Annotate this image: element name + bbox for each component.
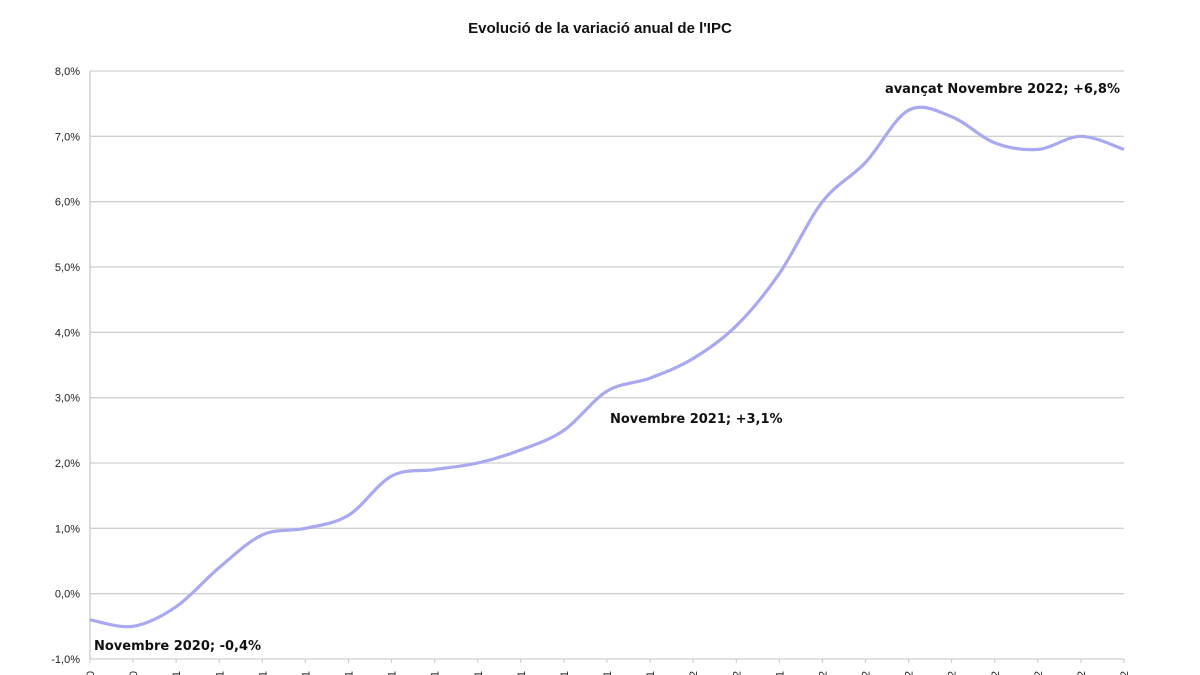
x-tick-label: 2 bbox=[947, 671, 959, 675]
x-tick-label: 1 bbox=[645, 671, 657, 675]
x-tick-label: 1 bbox=[602, 671, 614, 675]
x-tick-label: 1 bbox=[430, 671, 442, 675]
x-tick-label: 2 bbox=[861, 671, 873, 675]
x-tick-label: 1 bbox=[171, 671, 183, 675]
y-tick-label: 0,0% bbox=[55, 589, 80, 601]
y-tick-label: 2,0% bbox=[55, 458, 80, 470]
y-tick-label: 3,0% bbox=[55, 393, 80, 405]
y-tick-label: 1,0% bbox=[55, 523, 80, 535]
x-tick-label: 1 bbox=[473, 671, 485, 675]
x-tick-label: 2 bbox=[817, 671, 829, 675]
x-tick-label: 1 bbox=[344, 671, 356, 675]
y-tick-label: -1,0% bbox=[51, 654, 80, 666]
x-tick-label: 0 bbox=[128, 671, 140, 675]
y-tick-label: 5,0% bbox=[55, 262, 80, 274]
x-tick-label: 2 bbox=[990, 671, 1002, 675]
y-tick-label: 6,0% bbox=[55, 197, 80, 209]
x-tick-label: 1 bbox=[300, 671, 312, 675]
x-tick-label: 2 bbox=[1033, 671, 1045, 675]
x-tick-label: 1 bbox=[257, 671, 269, 675]
y-tick-label: 7,0% bbox=[55, 131, 80, 143]
series-line bbox=[89, 105, 1125, 629]
data-annotation: avançat Novembre 2022; +6,8% bbox=[885, 82, 1120, 97]
x-tick-label: 1 bbox=[214, 671, 226, 675]
x-tick-label: 2 bbox=[731, 671, 743, 675]
x-tick-label: 1 bbox=[559, 671, 571, 675]
x-tick-label: 2 bbox=[1119, 671, 1131, 675]
y-tick-label: 8,0% bbox=[55, 66, 80, 78]
x-tick-label: 2 bbox=[688, 671, 700, 675]
y-tick-label: 4,0% bbox=[55, 327, 80, 339]
x-tick-label: 2 bbox=[904, 671, 916, 675]
x-tick-label: 2 bbox=[1076, 671, 1088, 675]
chart-title: Evolució de la variació anual de l'IPC bbox=[468, 20, 732, 37]
x-tick-label: 1 bbox=[774, 671, 786, 675]
x-tick-label: 0 bbox=[85, 671, 97, 675]
x-tick-label: 1 bbox=[516, 671, 528, 675]
data-annotation: Novembre 2021; +3,1% bbox=[610, 412, 783, 427]
x-tick-label: 1 bbox=[387, 671, 399, 675]
data-annotation: Novembre 2020; -0,4% bbox=[94, 639, 261, 654]
